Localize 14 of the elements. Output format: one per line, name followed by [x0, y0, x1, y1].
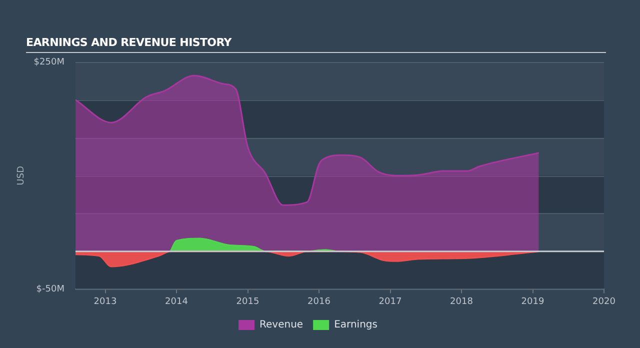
x-tick-label: 2013 [94, 296, 117, 307]
x-tick-label: 2019 [521, 296, 544, 307]
chart-title: EARNINGS AND REVENUE HISTORY [26, 36, 606, 53]
x-tick-label: 2017 [378, 296, 402, 307]
x-tick-label: 2015 [236, 296, 260, 307]
y-tick-label: $-50M [36, 284, 64, 295]
x-tick-label: 2020 [592, 296, 616, 307]
x-tick-label: 2014 [165, 296, 188, 307]
x-tick-label: 2018 [450, 296, 474, 307]
legend-label: Revenue [260, 320, 304, 331]
y-axis-title: USD [16, 166, 27, 186]
x-tick-label: 2016 [308, 296, 331, 307]
legend-label: Earnings [334, 320, 378, 331]
y-tick-label: $250M [34, 57, 64, 68]
